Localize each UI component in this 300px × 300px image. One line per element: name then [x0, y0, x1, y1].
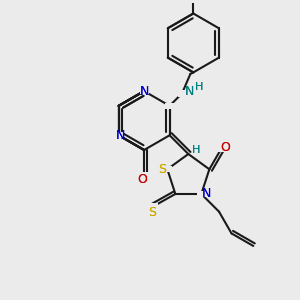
Text: S: S	[148, 206, 156, 219]
Text: H: H	[195, 82, 204, 92]
FancyBboxPatch shape	[114, 132, 123, 138]
FancyBboxPatch shape	[217, 146, 226, 152]
FancyBboxPatch shape	[140, 88, 148, 94]
Text: O: O	[138, 173, 148, 186]
FancyBboxPatch shape	[163, 166, 172, 172]
FancyBboxPatch shape	[197, 191, 206, 197]
FancyBboxPatch shape	[140, 172, 148, 178]
Text: N: N	[202, 188, 211, 200]
FancyBboxPatch shape	[165, 103, 174, 109]
Text: S: S	[158, 163, 166, 176]
Text: N: N	[185, 85, 194, 98]
Text: O: O	[138, 173, 148, 186]
Text: O: O	[220, 141, 230, 154]
Text: S: S	[148, 206, 156, 219]
Text: N: N	[116, 129, 125, 142]
Text: O: O	[220, 141, 230, 154]
Text: H: H	[191, 145, 200, 154]
Text: N: N	[140, 85, 149, 98]
Text: H: H	[191, 145, 200, 154]
Text: H: H	[195, 82, 204, 92]
FancyBboxPatch shape	[149, 203, 158, 209]
Text: S: S	[158, 163, 166, 176]
FancyBboxPatch shape	[178, 90, 186, 97]
Text: N: N	[202, 188, 211, 200]
Text: N: N	[140, 85, 149, 98]
Text: N: N	[185, 85, 194, 98]
Text: N: N	[116, 129, 125, 142]
